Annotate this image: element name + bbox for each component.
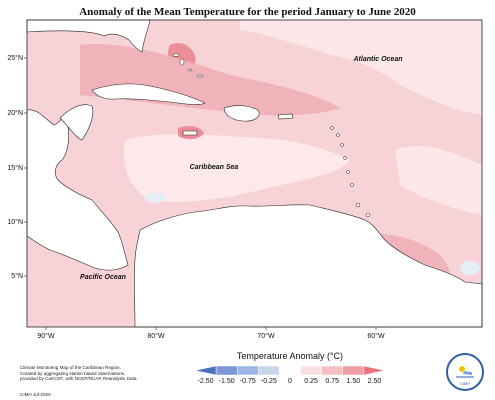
credits-text: Climate Monitoring Map of the Caribbean …	[20, 365, 170, 382]
lat-tick-label: 15°N	[7, 164, 23, 172]
lon-tick-label: 80°W	[147, 332, 165, 340]
legend-swatch	[342, 365, 365, 376]
credits-line: Created by aggregating station based obs…	[20, 370, 126, 376]
credits-line: Climate Monitoring Map of the Caribbean …	[20, 365, 121, 370]
lon-tick-label: 90°W	[37, 332, 55, 340]
map-frame	[26, 19, 483, 328]
legend-swatch	[194, 365, 217, 376]
land-hispaniola	[223, 105, 260, 122]
land-puerto-rico	[277, 113, 294, 120]
label-pacific-ocean: Pacific Ocean	[80, 274, 126, 281]
legend-tick-label: -1.50	[219, 378, 235, 385]
lon-tick-label: 60°W	[367, 332, 385, 340]
legend-title: Temperature Anomaly (°C)	[236, 351, 344, 361]
lat-tick-label: 5°N	[11, 272, 23, 280]
legend-tick-label: 1.50	[347, 378, 361, 385]
land-south-america	[134, 204, 483, 328]
legend-swatch	[300, 365, 322, 376]
land-lesser-antilles	[330, 126, 371, 218]
sun-cloud-icon	[456, 366, 474, 378]
credits-line: provided by CariCOF, with NCEP/NCAR Rean…	[20, 376, 138, 382]
legend-tick-label: -0.75	[240, 378, 256, 385]
land-cuba	[91, 83, 206, 105]
legend-swatch	[321, 365, 344, 376]
land-yucatan	[59, 104, 94, 141]
anomaly-region-atlantic-light	[240, 20, 482, 115]
anomaly-region-ne-light	[395, 145, 482, 215]
legend-colorbar	[194, 365, 386, 376]
lat-tick-label: 10°N	[7, 218, 23, 226]
anomaly-region-cool-sa	[460, 261, 480, 275]
legend-tick-label: -0.25	[261, 378, 277, 385]
logo-text: CIMH	[459, 381, 471, 386]
legend-swatch	[215, 365, 238, 376]
land-jamaica	[182, 130, 198, 136]
latitude-axis: 25°N 20°N 15°N 10°N 5°N	[7, 54, 27, 280]
legend-swatch	[279, 365, 301, 376]
land-bahamas	[172, 53, 204, 78]
anomaly-region-caribbean-light	[123, 134, 350, 202]
legend-swatch	[258, 365, 280, 376]
legend-tick-label: 0.75	[325, 378, 339, 385]
map-title: Anomaly of the Mean Temperature for the …	[79, 6, 416, 18]
label-atlantic-ocean: Atlantic Ocean	[352, 56, 402, 63]
anomaly-region-cool	[145, 193, 165, 203]
label-caribbean-sea: Caribbean Sea	[190, 164, 239, 171]
longitude-axis: 90°W 80°W 70°W 60°W	[37, 327, 385, 340]
lat-tick-label: 25°N	[7, 54, 23, 62]
cimh-logo: CIMH	[446, 353, 484, 391]
legend-tick-label: 0	[288, 378, 292, 385]
footer-text: CIMH Jul-2020	[20, 392, 51, 397]
legend-tick-label: 0.25	[304, 378, 318, 385]
lat-tick-label: 20°N	[7, 109, 23, 117]
land-florida	[26, 19, 151, 53]
legend-tick-label: -2.50	[198, 378, 214, 385]
lon-tick-label: 70°W	[257, 332, 275, 340]
legend-swatch	[236, 365, 259, 376]
legend-swatch	[363, 365, 386, 376]
legend-labels: -2.50 -1.50 -0.75 -0.25 0 0.25 0.75 1.50 2.50	[198, 378, 382, 385]
legend-tick-label: 2.50	[368, 378, 382, 385]
